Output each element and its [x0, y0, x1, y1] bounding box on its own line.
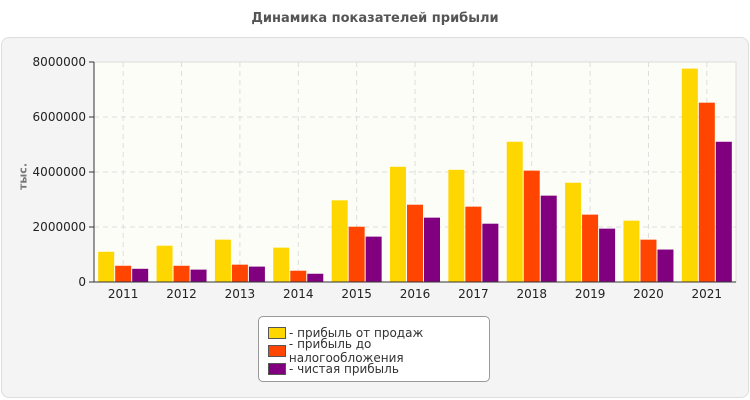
- y-tick-label: 0: [78, 275, 86, 289]
- bar-2017-1: [448, 169, 465, 282]
- legend: - прибыль от продаж - прибыль до налогооб…: [258, 316, 490, 382]
- x-tick-label: 2014: [283, 287, 314, 301]
- bar-2016-1: [390, 166, 406, 282]
- bar-2016-3: [424, 217, 440, 282]
- legend-item: - прибыль от продаж: [268, 324, 489, 342]
- bar-2020-2: [640, 239, 657, 282]
- bar-2021-1: [681, 68, 698, 282]
- bar-2019-1: [565, 182, 582, 282]
- legend-label: - чистая прибыль: [289, 362, 399, 376]
- bar-2018-1: [506, 141, 523, 282]
- chart-title: Динамика показателей прибыли: [251, 11, 499, 26]
- x-tick-label: 2020: [633, 287, 664, 301]
- legend-label: - прибыль до налогообложения: [288, 337, 404, 365]
- x-tick-label: 2015: [341, 287, 372, 301]
- x-tick-label: 2017: [458, 287, 489, 301]
- legend-swatch: [268, 363, 286, 375]
- bar-2021-3: [715, 141, 732, 282]
- bar-2012-2: [173, 265, 190, 282]
- y-tick-label: 6000000: [33, 110, 86, 124]
- bar-2013-1: [214, 239, 231, 282]
- bar-2011-2: [115, 265, 132, 282]
- legend-item: - чистая прибыль: [268, 360, 489, 378]
- bar-2019-3: [599, 228, 616, 282]
- bar-2017-2: [465, 206, 482, 282]
- bar-2012-3: [190, 269, 207, 282]
- x-tick-label: 2021: [692, 287, 723, 301]
- bar-2021-2: [698, 102, 715, 282]
- bar-2020-1: [623, 220, 640, 282]
- bar-2015-1: [331, 200, 348, 282]
- legend-label: - прибыль от продаж: [289, 326, 424, 340]
- bar-2012-1: [156, 245, 173, 282]
- bar-2017-3: [482, 223, 499, 282]
- legend-item: - прибыль до налогообложения: [268, 337, 489, 365]
- bar-2011-3: [132, 268, 149, 282]
- y-tick-label: 4000000: [33, 165, 86, 179]
- legend-swatch: [268, 327, 286, 339]
- bar-2013-2: [231, 264, 248, 282]
- bar-2014-1: [273, 247, 290, 282]
- x-tick-label: 2016: [400, 287, 431, 301]
- y-tick-label: 2000000: [33, 220, 86, 234]
- bar-2015-2: [348, 226, 365, 282]
- bar-2019-2: [582, 214, 599, 282]
- x-tick-label: 2013: [225, 287, 256, 301]
- y-tick-label: 8000000: [33, 55, 86, 69]
- bar-2018-3: [540, 195, 557, 282]
- bar-2018-2: [523, 170, 540, 282]
- x-tick-label: 2012: [166, 287, 197, 301]
- bar-2015-3: [365, 236, 382, 282]
- x-tick-label: 2019: [575, 287, 606, 301]
- bar-2014-2: [290, 270, 307, 282]
- bar-2016-2: [407, 204, 423, 282]
- bar-2011-1: [98, 251, 115, 282]
- bar-2014-3: [307, 273, 324, 282]
- legend-swatch: [268, 345, 286, 357]
- bar-2020-3: [657, 249, 674, 282]
- bar-2013-3: [248, 266, 265, 282]
- x-tick-label: 2011: [108, 287, 139, 301]
- x-tick-label: 2018: [516, 287, 547, 301]
